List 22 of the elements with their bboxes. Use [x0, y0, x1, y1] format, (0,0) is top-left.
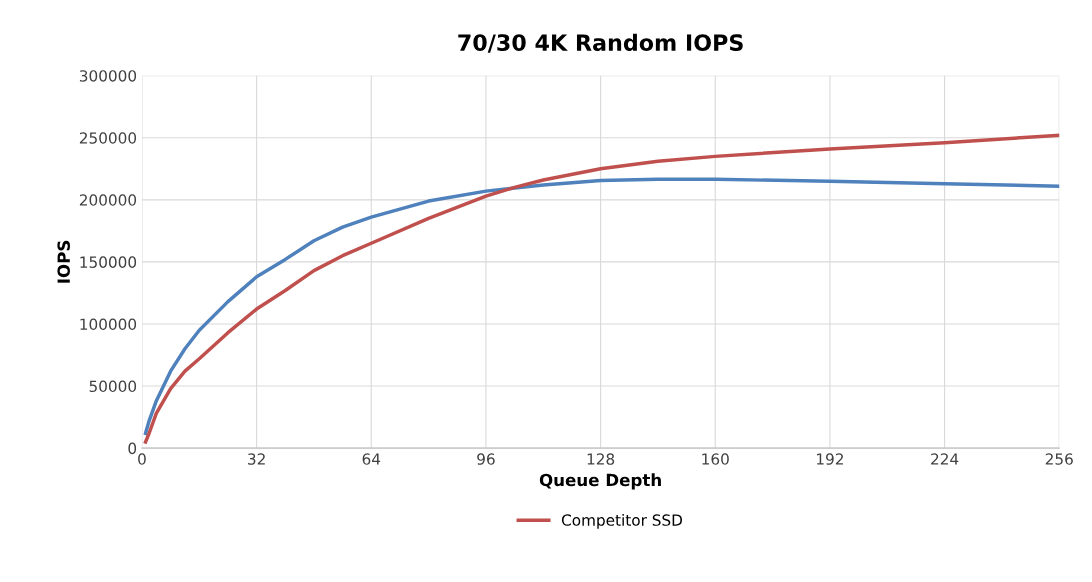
x-tick-label: 64	[362, 453, 381, 465]
x-tick-label: 0	[138, 453, 146, 465]
legend-label: Competitor SSD	[561, 514, 683, 529]
y-tick-label: 0	[128, 442, 137, 455]
y-tick-label: 150000	[80, 256, 137, 268]
x-tick-label: 224	[931, 453, 959, 465]
x-tick-label: 32	[248, 453, 265, 465]
y-tick-label: 100000	[80, 318, 137, 330]
chart-title: 70/30 4K Random IOPS	[458, 33, 743, 53]
x-tick-label: 160	[702, 453, 729, 465]
y-tick-label: 300000	[79, 70, 137, 82]
line-series	[143, 133, 1060, 444]
x-tick-label: 128	[587, 453, 615, 465]
x-tick-label: 192	[817, 453, 843, 465]
y-tick-label: 250000	[79, 132, 137, 144]
y-tick-label: 200000	[79, 194, 137, 206]
x-tick-label: 256	[1045, 453, 1073, 465]
x-axis-title: Queue Depth	[539, 473, 661, 490]
y-tick-label: 50000	[89, 380, 137, 393]
line-series	[143, 177, 1060, 435]
x-tick-label: 96	[477, 453, 495, 465]
y-axis-title: IOPS	[57, 240, 70, 283]
